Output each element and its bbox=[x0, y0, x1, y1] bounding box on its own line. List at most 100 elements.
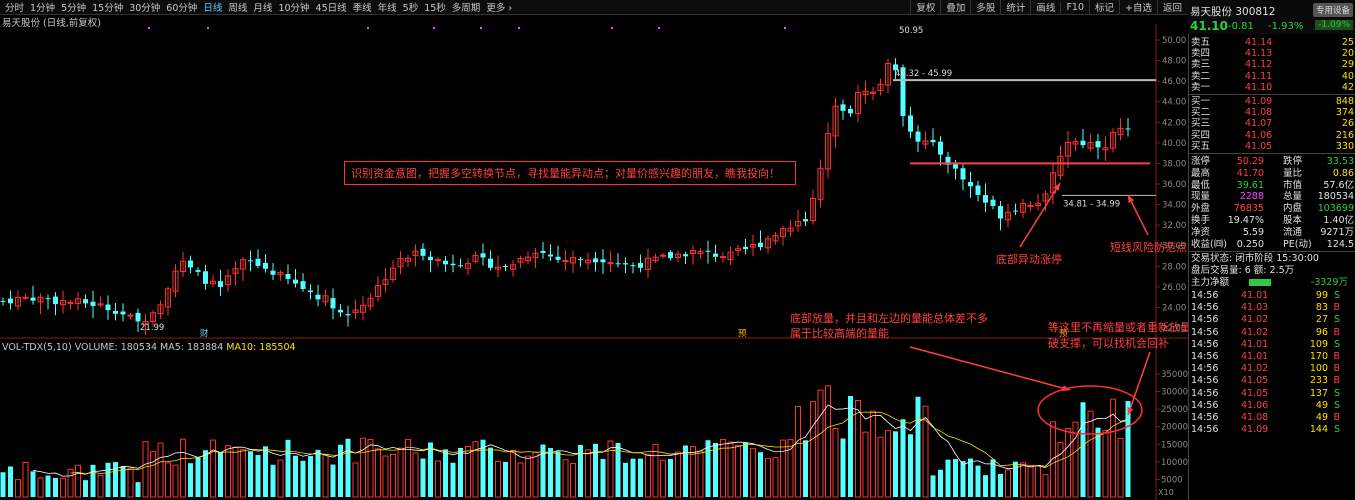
volume-bar bbox=[315, 449, 321, 497]
volume-bar bbox=[277, 459, 284, 498]
order-label: 卖三 bbox=[1191, 59, 1211, 71]
candle-body bbox=[983, 195, 988, 203]
order-price: 41.11 bbox=[1245, 70, 1273, 82]
candle-body bbox=[803, 219, 808, 222]
tool-button-7[interactable]: +自选 bbox=[1119, 0, 1157, 14]
candle-body bbox=[630, 265, 636, 267]
tick-side: S bbox=[1333, 314, 1340, 326]
stat-row: 收益(㈣) 0.250 PE(动) 124.5 bbox=[1189, 239, 1355, 250]
period-tabs: 分时 1分钟 5分钟 15分钟 30分钟 60分钟 日线 周线 月线 10分钟 45日线 季线 年线 5秒… bbox=[2, 0, 515, 14]
candle-body bbox=[1072, 141, 1079, 145]
tool-button-4[interactable]: 画线 bbox=[1030, 0, 1060, 14]
volume-bar bbox=[293, 455, 298, 497]
tick-volume: 100 bbox=[1309, 363, 1328, 375]
tick-side: S bbox=[1333, 338, 1340, 350]
candle-body bbox=[345, 314, 351, 316]
stat-value: 50.29 bbox=[1236, 156, 1264, 167]
candle-body bbox=[300, 281, 306, 289]
period-tab-7[interactable]: 周线 bbox=[228, 3, 248, 14]
volume-bar bbox=[495, 460, 501, 498]
candle-body bbox=[15, 296, 21, 307]
volume-bar bbox=[30, 471, 36, 497]
tool-button-5[interactable]: F10 bbox=[1060, 1, 1089, 13]
tick-volume: 49 bbox=[1315, 411, 1328, 423]
volume-bar bbox=[720, 438, 726, 498]
candle-body bbox=[990, 199, 996, 206]
volume-bar bbox=[810, 401, 816, 498]
period-tab-13[interactable]: 5秒 bbox=[402, 3, 419, 14]
period-tab-1[interactable]: 1分钟 bbox=[30, 3, 56, 14]
period-tab-10[interactable]: 45日线 bbox=[315, 3, 347, 14]
tool-button-0[interactable]: 复权 bbox=[910, 0, 940, 14]
candle-body bbox=[503, 265, 508, 267]
period-tab-15[interactable]: 多周期 bbox=[451, 3, 481, 14]
candle-body bbox=[210, 280, 216, 285]
candle-body bbox=[668, 252, 673, 259]
tick-price: 41.05 bbox=[1241, 387, 1269, 399]
candle-body bbox=[817, 167, 824, 200]
volume-bar bbox=[90, 464, 96, 497]
candle-body bbox=[525, 256, 531, 262]
period-tab-5[interactable]: 60分钟 bbox=[166, 3, 198, 14]
arrow-risk bbox=[1127, 194, 1149, 236]
stat-row: 外盘 76835 内盘 103699 bbox=[1189, 203, 1355, 214]
volume-bar bbox=[1027, 466, 1034, 498]
order-buy-row: 买三 41.07 26 bbox=[1189, 118, 1355, 129]
order-price: 41.12 bbox=[1245, 59, 1273, 71]
period-tab-16[interactable]: 更多 › bbox=[486, 3, 513, 14]
candle-body bbox=[120, 311, 126, 315]
volume-bar bbox=[750, 448, 756, 498]
volume-bar bbox=[308, 456, 313, 497]
order-label: 卖一 bbox=[1191, 81, 1211, 93]
volume-bar bbox=[345, 438, 351, 497]
volume-bar bbox=[930, 475, 936, 497]
risk-annotation: 短线风险防范点 bbox=[1110, 241, 1187, 254]
period-tab-12[interactable]: 年线 bbox=[377, 3, 397, 14]
period-tab-14[interactable]: 15秒 bbox=[424, 3, 446, 14]
kline-chart[interactable]: 50.00 48.00 46.00 44.00 42.00 40.00 38.00 36.00… bbox=[0, 0, 1188, 500]
candle-body bbox=[1110, 131, 1116, 149]
candle-body bbox=[915, 131, 921, 142]
trade-status: 交易状态: 闭市阶段 15:30:00 bbox=[1191, 253, 1319, 265]
period-tab-0[interactable]: 分时 bbox=[5, 3, 25, 14]
order-label: 卖二 bbox=[1191, 70, 1211, 82]
tick-row: 14:56 41.05 137 S bbox=[1189, 388, 1355, 399]
candle-body bbox=[953, 163, 958, 169]
candle-body bbox=[232, 268, 239, 274]
volume-indicator-legend: VOL-TDX(5,10) VOLUME: 180534 MA5: 183884… bbox=[2, 342, 296, 353]
tool-button-1[interactable]: 叠加 bbox=[940, 0, 970, 14]
candle-body bbox=[480, 253, 486, 258]
tick-side: S bbox=[1333, 387, 1340, 399]
stat-label: 涨停 bbox=[1191, 156, 1211, 167]
candle-body bbox=[330, 298, 336, 309]
candle-body bbox=[652, 256, 659, 262]
period-tab-11[interactable]: 季线 bbox=[352, 3, 372, 14]
candle-body bbox=[787, 227, 794, 232]
sector-button[interactable]: 专用设备 bbox=[1312, 3, 1353, 17]
order-price: 41.10 bbox=[1245, 81, 1273, 93]
tick-volume: 144 bbox=[1309, 424, 1328, 436]
candle-body bbox=[825, 132, 831, 170]
tool-button-3[interactable]: 统计 bbox=[1000, 0, 1030, 14]
volume-bar bbox=[675, 451, 681, 498]
period-tab-6[interactable]: 日线 bbox=[203, 3, 223, 14]
candle-body bbox=[675, 253, 681, 258]
period-tab-2[interactable]: 5分钟 bbox=[61, 3, 87, 14]
period-tab-4[interactable]: 30分钟 bbox=[129, 3, 161, 14]
period-tab-8[interactable]: 月线 bbox=[253, 3, 273, 14]
tool-button-2[interactable]: 多股 bbox=[970, 0, 1000, 14]
volume-bar bbox=[517, 462, 524, 498]
tick-price: 41.08 bbox=[1241, 411, 1269, 423]
stat-value: 9271万 bbox=[1320, 226, 1354, 238]
tool-button-6[interactable]: 标记 bbox=[1089, 0, 1119, 14]
volume-bar bbox=[795, 405, 801, 498]
period-tab-9[interactable]: 10分钟 bbox=[278, 3, 310, 14]
candle-body bbox=[225, 275, 231, 286]
order-volume: 29 bbox=[1341, 59, 1354, 71]
period-tab-3[interactable]: 15分钟 bbox=[92, 3, 124, 14]
tool-button-8[interactable]: 返回 bbox=[1156, 0, 1187, 14]
volume-bar bbox=[450, 462, 456, 497]
stat-label: 收益(㈣) bbox=[1191, 238, 1227, 250]
candle-body bbox=[488, 258, 493, 268]
volume-bar bbox=[382, 455, 389, 498]
